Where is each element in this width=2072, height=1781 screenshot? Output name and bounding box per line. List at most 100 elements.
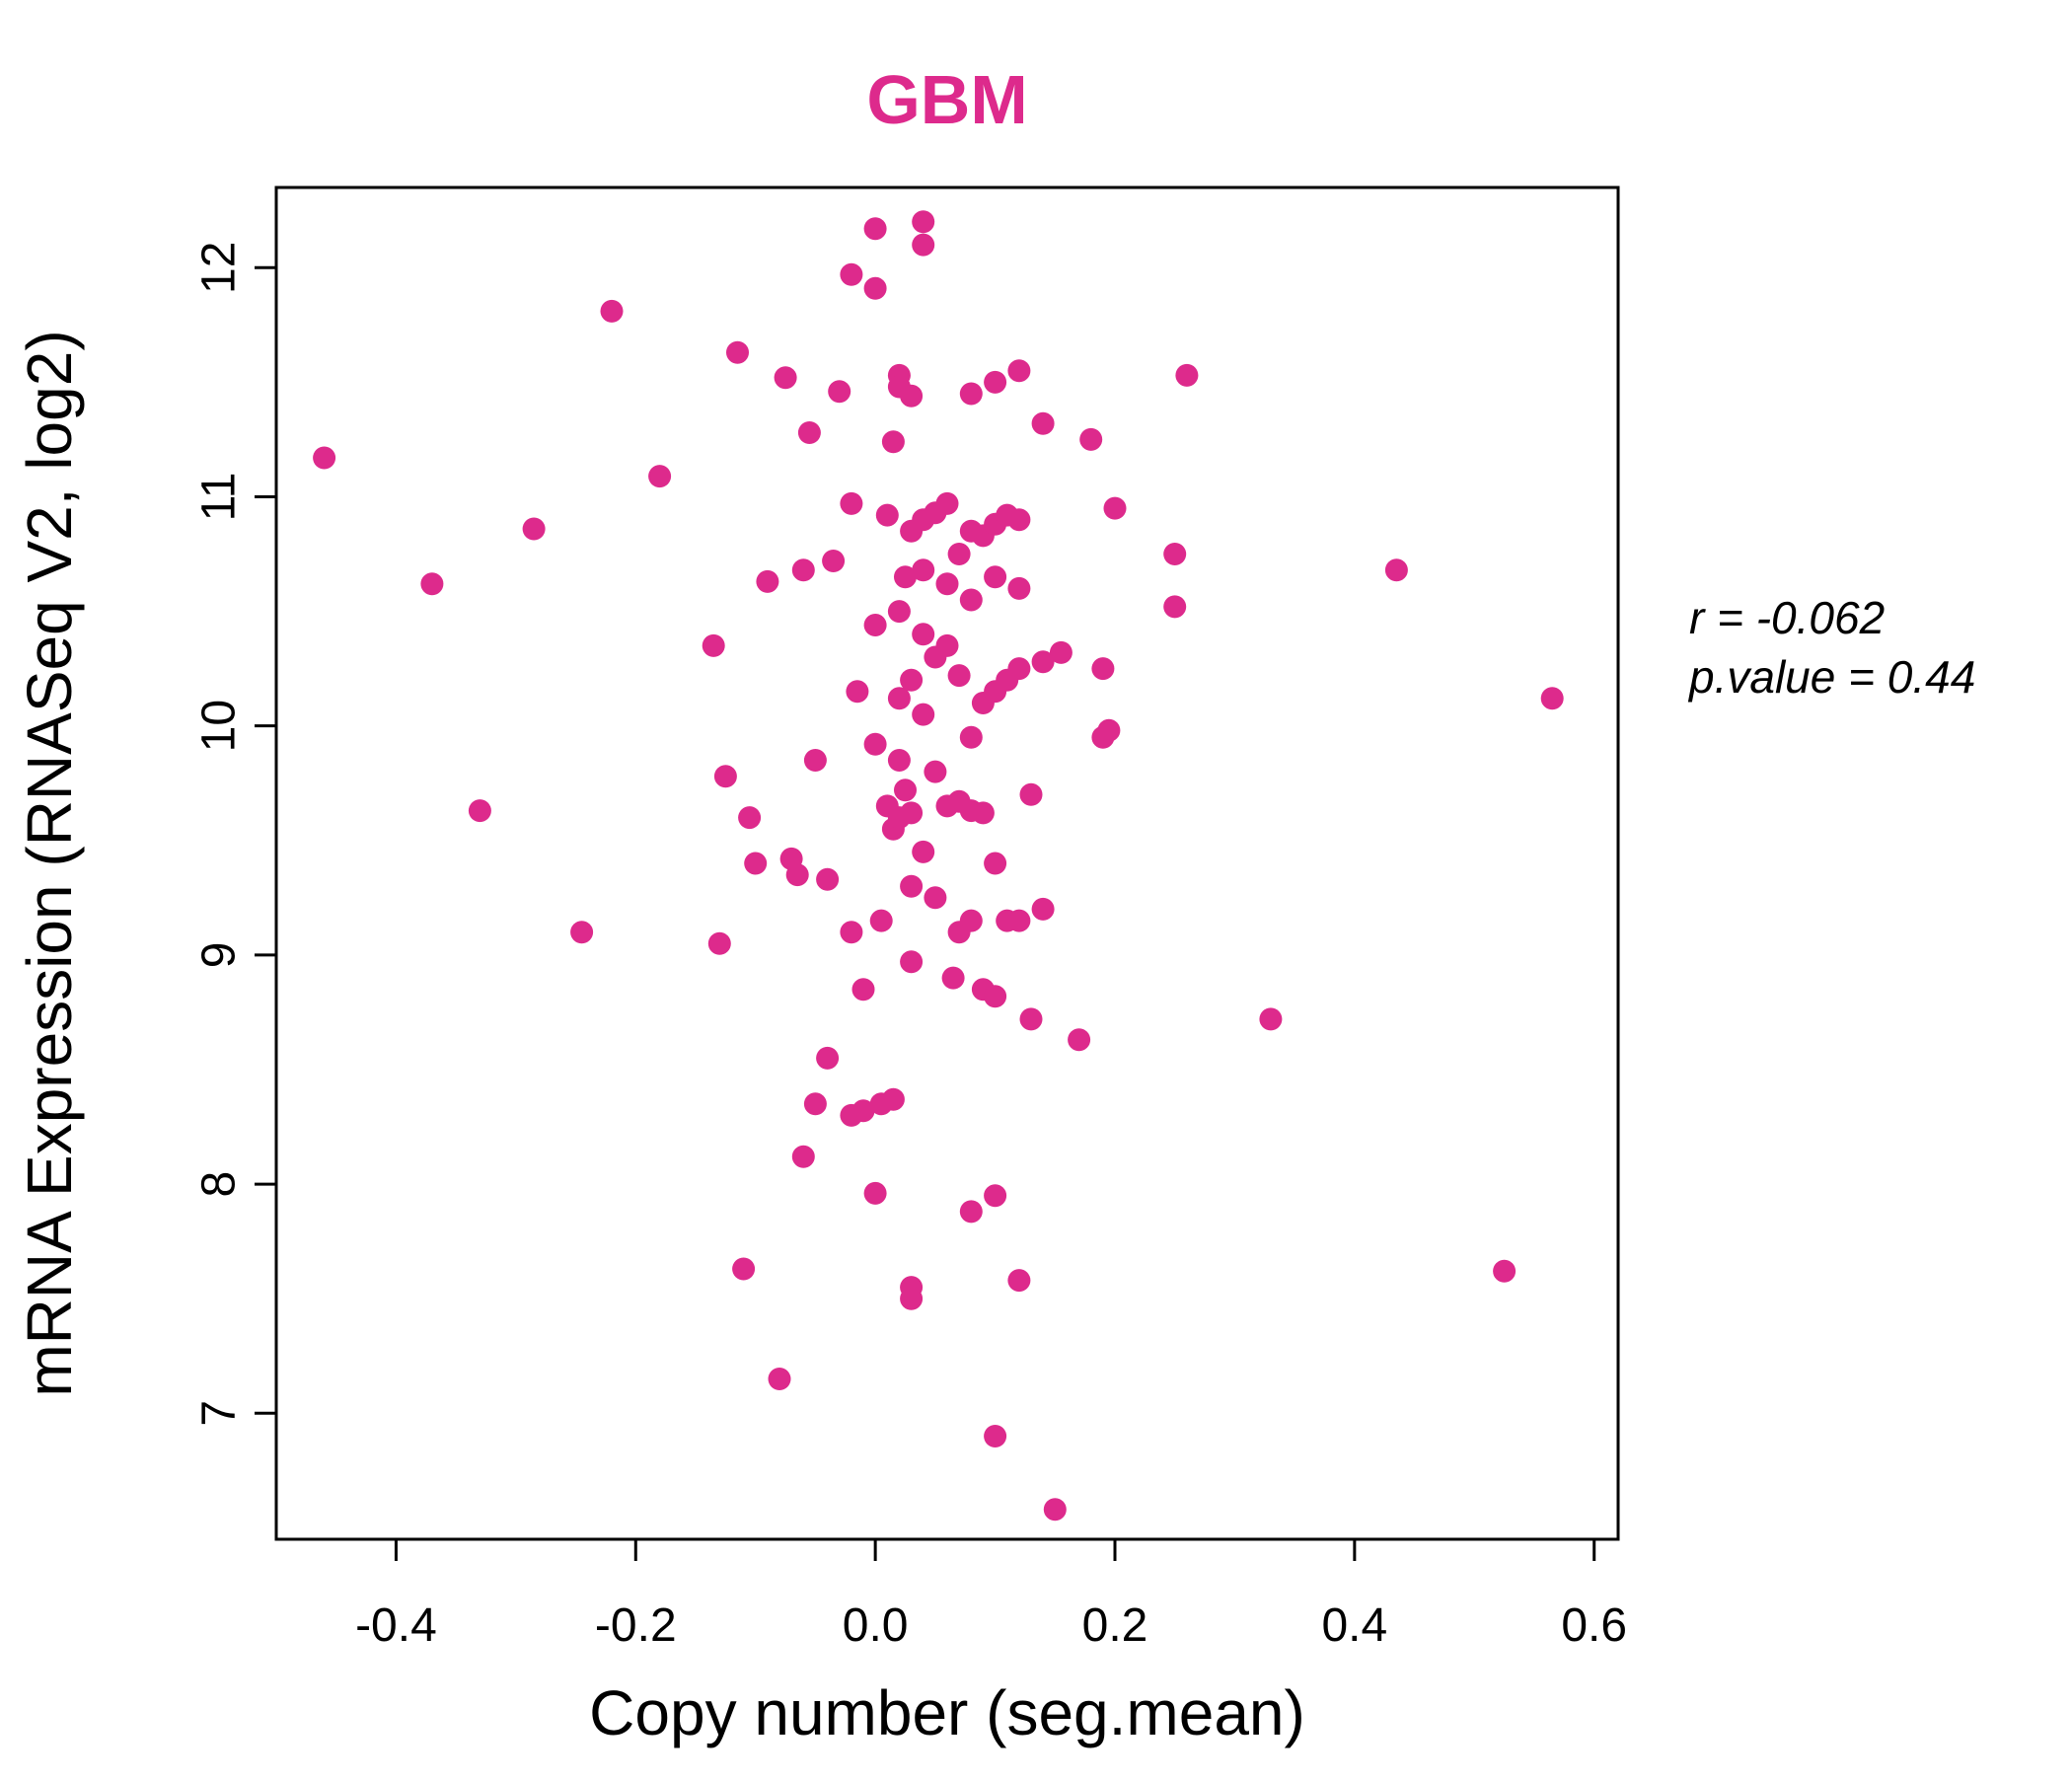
data-point: [1091, 657, 1115, 681]
data-point: [984, 985, 1007, 1008]
y-tick-label: 11: [193, 473, 246, 522]
data-point: [791, 558, 815, 582]
data-point: [863, 614, 887, 636]
data-point: [959, 725, 983, 749]
annotation-p-value: p.value = 0.44: [1687, 651, 1975, 703]
data-point: [924, 760, 947, 783]
data-point: [863, 732, 887, 756]
data-point: [984, 1425, 1007, 1447]
data-point: [912, 558, 935, 582]
x-tick-label: -0.4: [355, 1599, 437, 1652]
data-point: [851, 1099, 875, 1123]
data-point: [756, 569, 779, 593]
data-point: [912, 233, 935, 257]
data-point: [959, 382, 983, 406]
data-point: [522, 517, 546, 541]
data-point: [900, 874, 924, 898]
data-point: [816, 1046, 840, 1070]
scatter-points: [313, 210, 1564, 1521]
data-point: [924, 886, 947, 910]
data-point: [816, 867, 840, 891]
data-point: [840, 491, 863, 515]
data-point: [744, 852, 768, 875]
data-point: [420, 572, 444, 596]
data-point: [1019, 782, 1043, 806]
x-axis-label: Copy number (seg.mean): [589, 1677, 1305, 1748]
data-point: [912, 210, 935, 234]
data-point: [1384, 558, 1408, 582]
data-point: [1163, 543, 1187, 565]
data-point: [984, 370, 1007, 394]
data-point: [984, 852, 1007, 875]
y-axis-label: mRNA Expression (RNASeq V2, log2): [14, 330, 85, 1396]
data-point: [1007, 657, 1031, 681]
data-point: [828, 380, 851, 404]
data-point: [1031, 411, 1055, 435]
data-point: [313, 446, 336, 470]
data-point: [1175, 363, 1199, 387]
data-point: [863, 276, 887, 300]
data-point: [707, 931, 731, 955]
y-tick-label: 8: [193, 1171, 246, 1198]
y-tick-label: 9: [193, 942, 246, 969]
data-point: [959, 909, 983, 932]
data-point: [1007, 1269, 1031, 1293]
data-point: [894, 779, 917, 802]
data-point: [894, 565, 917, 589]
data-point: [941, 966, 965, 990]
data-point: [912, 623, 935, 646]
data-point: [947, 664, 971, 688]
data-point: [900, 801, 924, 825]
data-point: [863, 217, 887, 241]
data-point: [900, 384, 924, 408]
data-point: [822, 550, 846, 572]
data-point: [984, 565, 1007, 589]
data-point: [1259, 1007, 1283, 1031]
data-point: [912, 703, 935, 726]
data-point: [600, 299, 624, 323]
data-point: [971, 801, 995, 825]
data-point: [935, 572, 959, 596]
y-tick-label: 10: [193, 700, 246, 752]
x-tick-label: -0.2: [595, 1599, 677, 1652]
data-point: [846, 680, 869, 704]
data-point: [732, 1257, 756, 1281]
annotation-r-value: r = -0.062: [1689, 592, 1885, 643]
data-point: [803, 749, 827, 772]
data-point: [570, 921, 594, 944]
x-tick-label: 0.2: [1082, 1599, 1148, 1652]
data-point: [774, 366, 797, 390]
data-point: [935, 491, 959, 515]
data-point: [1068, 1028, 1091, 1052]
data-point: [851, 978, 875, 1002]
data-point: [1007, 909, 1031, 932]
data-point: [887, 600, 911, 624]
data-point: [1163, 595, 1187, 619]
data-point: [713, 765, 737, 788]
chart-title: GBM: [866, 61, 1027, 138]
data-point: [840, 921, 863, 944]
data-point: [1031, 897, 1055, 921]
data-point: [959, 588, 983, 612]
plot-box: [274, 186, 1620, 1541]
y-tick-label: 7: [193, 1400, 246, 1427]
data-point: [840, 262, 863, 286]
data-point: [900, 950, 924, 974]
data-point: [1031, 650, 1055, 674]
data-point: [900, 1287, 924, 1310]
data-point: [648, 465, 672, 488]
data-point: [791, 1145, 815, 1168]
data-point: [1043, 1498, 1067, 1521]
data-point: [1019, 1007, 1043, 1031]
data-point: [887, 687, 911, 710]
data-point: [869, 909, 893, 932]
data-point: [1103, 496, 1127, 520]
data-point: [785, 863, 809, 887]
data-point: [1007, 576, 1031, 600]
x-tick-label: 0.0: [843, 1599, 909, 1652]
x-axis-ticks: -0.4 -0.2 0.0 0.2 0.4 0.6: [355, 1539, 1627, 1652]
data-point: [881, 430, 905, 454]
x-tick-label: 0.4: [1321, 1599, 1387, 1652]
data-point: [1540, 687, 1564, 710]
